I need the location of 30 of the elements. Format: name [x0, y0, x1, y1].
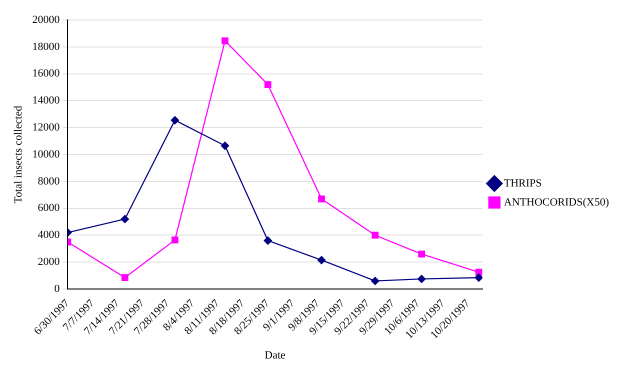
point [418, 274, 426, 284]
y-tick-label: 10000 [32, 148, 60, 160]
y-tick-label: 14000 [32, 94, 60, 107]
y-axis-title: Total insects collected [12, 105, 24, 204]
legend-label: THRIPS [504, 177, 542, 190]
point [220, 142, 230, 150]
y-tick-label: 4000 [38, 229, 60, 242]
y-tick-label: 8000 [38, 175, 60, 188]
y-tick-label: 0 [54, 282, 60, 295]
point [318, 195, 325, 202]
point [264, 236, 272, 245]
point [418, 250, 426, 258]
point [372, 232, 379, 239]
y-tick-label: 12000 [32, 122, 60, 134]
y-tick-label: 6000 [38, 202, 60, 214]
y-tick-label: 2000 [38, 256, 60, 268]
point [264, 81, 272, 88]
point [222, 37, 228, 44]
y-tick-label: 16000 [32, 68, 60, 80]
legend-label: ANTHOCORIDS(X50) [504, 196, 610, 208]
point [120, 214, 129, 224]
point [121, 274, 128, 282]
y-tick-label: 18000 [32, 40, 60, 53]
point [170, 116, 180, 124]
x-axis-title: Date [264, 349, 286, 362]
point [474, 274, 482, 282]
point [371, 276, 380, 286]
point [172, 236, 178, 244]
point [317, 256, 326, 264]
y-tick-label: 20000 [32, 14, 60, 26]
